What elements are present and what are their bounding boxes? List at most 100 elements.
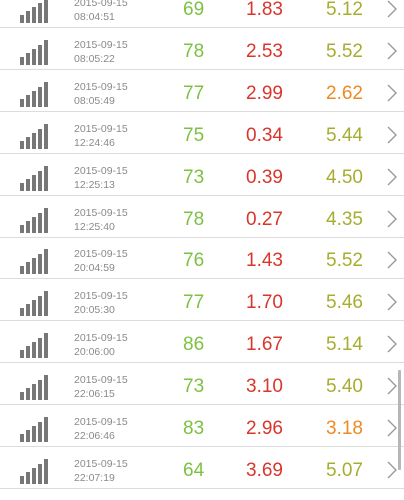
- signal-bar: [26, 346, 30, 359]
- signal-bar: [44, 375, 48, 401]
- value-1: 73: [183, 166, 205, 188]
- value-1: 69: [183, 0, 205, 20]
- signal-bar: [38, 128, 42, 149]
- signal-bar: [44, 249, 48, 275]
- signal-bar: [20, 140, 24, 149]
- chevron-right-icon: [387, 293, 397, 311]
- value-3: 5.52: [326, 40, 363, 62]
- signal-bar: [26, 94, 30, 107]
- chevron-right-icon: [387, 84, 397, 102]
- list-item[interactable]: 2015-09-15 12:25:40 78 0.27 4.35: [0, 196, 404, 238]
- chevron-right-icon: [387, 168, 397, 186]
- chevron-right-icon: [387, 0, 397, 18]
- list-item[interactable]: 2015-09-15 22:06:15 73 3.10 5.40: [0, 364, 404, 406]
- signal-bar: [38, 422, 42, 442]
- record-date: 2015-09-15: [74, 206, 128, 219]
- value-1: 75: [183, 124, 205, 146]
- signal-bar: [20, 350, 24, 359]
- signal-bar: [38, 212, 42, 233]
- record-time: 08:04:51: [74, 11, 115, 23]
- record-time: 08:05:22: [74, 52, 115, 65]
- list-item[interactable]: 2015-09-15 12:25:13 73 0.39 4.50: [0, 154, 404, 196]
- value-3: 5.07: [326, 459, 363, 481]
- record-date: 2015-09-15: [74, 80, 128, 93]
- value-2: 2.53: [246, 40, 283, 62]
- signal-bar: [44, 207, 48, 233]
- signal-bar: [20, 56, 24, 65]
- list-item[interactable]: 2015-09-15 20:05:30 77 1.70 5.46: [0, 280, 404, 322]
- value-1: 77: [183, 292, 205, 314]
- signal-bar: [32, 384, 36, 401]
- record-time: 20:06:00: [74, 346, 115, 359]
- signal-bar: [32, 467, 36, 484]
- value-2: 0.27: [246, 208, 283, 230]
- scrollbar[interactable]: [398, 370, 401, 470]
- signal-strength-icon: [20, 39, 52, 65]
- value-3: 4.50: [326, 166, 363, 188]
- record-date: 2015-09-15: [74, 38, 128, 51]
- list-item[interactable]: 2015-09-15 08:05:22 78 2.53 5.52: [0, 28, 404, 70]
- signal-bar: [32, 132, 36, 149]
- record-date: 2015-09-15: [74, 290, 128, 303]
- signal-bar: [44, 417, 48, 442]
- record-time: 12:24:46: [74, 136, 115, 149]
- signal-bar: [32, 90, 36, 107]
- signal-bar: [20, 392, 24, 401]
- signal-bar: [44, 81, 48, 107]
- chevron-right-icon: [387, 42, 397, 60]
- value-3: 5.52: [326, 250, 363, 272]
- value-3: 5.46: [326, 292, 363, 314]
- signal-bar: [38, 296, 42, 317]
- signal-strength-icon: [20, 0, 52, 23]
- signal-strength-icon: [20, 248, 52, 275]
- list-item[interactable]: 2015-09-15 08:05:49 77 2.99 2.62: [0, 70, 404, 112]
- list-item[interactable]: 2015-09-15 20:06:00 86 1.67 5.14: [0, 322, 404, 364]
- chevron-right-icon: [387, 335, 397, 353]
- chevron-right-icon: [387, 419, 397, 437]
- signal-strength-icon: [20, 207, 52, 233]
- list-item[interactable]: 2015-09-15 08:04:51 69 1.83 5.12: [0, 0, 404, 28]
- value-3: 4.35: [326, 208, 363, 230]
- list-item[interactable]: 2015-09-15 20:04:59 76 1.43 5.52: [0, 238, 404, 280]
- value-3: 5.40: [326, 376, 363, 398]
- signal-bar: [38, 170, 42, 191]
- value-1: 83: [183, 418, 205, 439]
- record-time: 12:25:13: [74, 178, 115, 191]
- list-item[interactable]: 2015-09-15 22:07:19 64 3.69 5.07: [0, 447, 404, 489]
- signal-bar: [32, 48, 36, 65]
- list-item[interactable]: 2015-09-15 22:06:46 83 2.96 3.18: [0, 406, 404, 447]
- signal-bar: [44, 458, 48, 484]
- signal-strength-icon: [20, 332, 52, 359]
- signal-bar: [32, 216, 36, 233]
- signal-bar: [26, 11, 30, 23]
- signal-bar: [32, 426, 36, 442]
- signal-bar: [20, 224, 24, 233]
- signal-bar: [38, 463, 42, 484]
- signal-bar: [26, 471, 30, 484]
- signal-strength-icon: [20, 81, 52, 107]
- value-2: 3.69: [246, 459, 283, 481]
- signal-bar: [38, 338, 42, 359]
- chevron-right-icon: [387, 126, 397, 144]
- record-date: 2015-09-15: [74, 0, 128, 9]
- record-time: 22:06:15: [74, 388, 115, 401]
- record-time: 22:07:19: [74, 471, 115, 484]
- value-1: 86: [183, 334, 205, 356]
- signal-bar: [26, 388, 30, 401]
- value-3: 3.18: [326, 418, 363, 439]
- signal-bar: [26, 136, 30, 149]
- value-2: 2.96: [246, 418, 283, 439]
- record-time: 20:04:59: [74, 262, 115, 275]
- signal-bar: [32, 342, 36, 359]
- signal-strength-icon: [20, 165, 52, 191]
- record-time: 12:25:40: [74, 220, 115, 233]
- record-date: 2015-09-15: [74, 248, 128, 261]
- signal-bar: [44, 165, 48, 191]
- record-date: 2015-09-15: [74, 374, 128, 387]
- value-3: 5.14: [326, 334, 363, 356]
- value-2: 1.43: [246, 250, 283, 272]
- signal-bar: [26, 52, 30, 65]
- signal-bar: [26, 262, 30, 275]
- signal-bar: [38, 254, 42, 275]
- list-item[interactable]: 2015-09-15 12:24:46 75 0.34 5.44: [0, 112, 404, 154]
